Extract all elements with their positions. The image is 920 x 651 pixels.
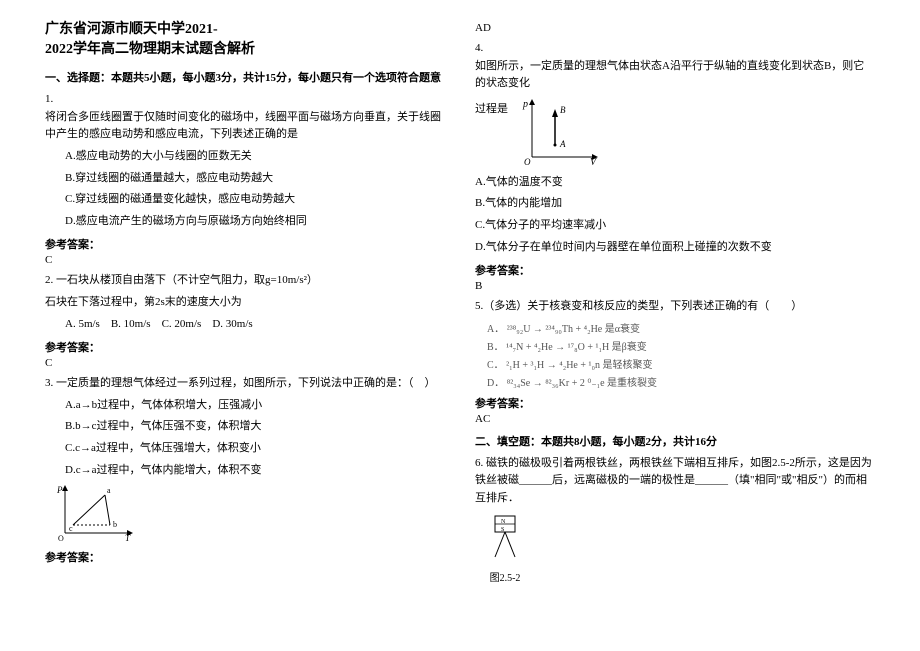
q3-chart-svg: P T a b c O (55, 483, 135, 543)
q5-optB-formula: ¹⁴₇N + ⁴₂He → ¹⁷₈O + ¹₁H 是β衰变 (506, 342, 647, 353)
q2-optA: A. 5m/s (65, 318, 100, 330)
q5-optB-lead: B． (487, 342, 504, 353)
q5-optD-lead: D． (487, 378, 504, 389)
q1-optA: A.感应电动势的大小与线圈的匝数无关 (65, 148, 445, 166)
q4-optB: B.气体的内能增加 (475, 195, 875, 213)
q2-optD: D. 30m/s (212, 318, 252, 330)
q1-optD: D.感应电流产生的磁场方向与原磁场方向始终相同 (65, 213, 445, 231)
section1-header: 一、选择题：本题共5小题，每小题3分，共计15分，每小题只有一个选项符合题意 (45, 69, 445, 85)
q4-ans: B (475, 280, 875, 292)
q5-optB: B． ¹⁴₇N + ⁴₂He → ¹⁷₈O + ¹₁H 是β衰变 (487, 338, 875, 353)
q1-ans-label: 参考答案： (45, 236, 445, 252)
q5-optA-lead: A． (487, 324, 504, 335)
svg-text:S: S (501, 527, 504, 533)
q3-ans: AD (475, 22, 875, 34)
q4-chart-svg: p V A B O (520, 97, 600, 167)
q4-optA: A.气体的温度不变 (475, 174, 875, 192)
q5-optC-formula: ²₁H + ³₁H → ⁴₂He + ¹₀n 是轻核聚变 (506, 360, 652, 371)
q5-optD: D． ⁸²₃₄Se → ⁸²₃₆Kr + 2 ⁰₋₁e 是重核裂变 (487, 374, 875, 389)
right-column: AD 4. 如图所示，一定质量的理想气体由状态A沿平行于纵轴的直线变化到状态B，… (460, 20, 890, 631)
q2-ans-label: 参考答案： (45, 339, 445, 355)
svg-text:A: A (559, 139, 566, 149)
q1: 1. 将闭合多匝线圈置于仅随时间变化的磁场中，线圈平面与磁场方向垂直，关于线圈中… (45, 91, 445, 144)
q4-text: 如图所示，一定质量的理想气体由状态A沿平行于纵轴的直线变化到状态B，则它的状态变… (475, 60, 864, 90)
q3-ans-label: 参考答案： (45, 549, 445, 565)
q4-num: 4. (475, 42, 483, 54)
q5-optA: A． ²³⁸₉₂U → ²³⁴₉₀Th + ⁴₂He 是α衰变 (487, 320, 875, 335)
q4-fig-row: 过程是 p V A B O (475, 97, 875, 170)
left-column: 广东省河源市顺天中学2021- 2022学年高二物理期末试题含解析 一、选择题：… (30, 20, 460, 631)
q5-optD-formula: ⁸²₃₄Se → ⁸²₃₆Kr + 2 ⁰₋₁e 是重核裂变 (507, 378, 657, 389)
q3-optD: D.c→a过程中，气体内能增大，体积不变 (65, 462, 445, 480)
q6-text: 6. 磁铁的磁极吸引着两根铁丝，两根铁丝下端相互排斥，如图2.5-2所示，这是因… (475, 455, 875, 508)
svg-text:b: b (113, 520, 117, 529)
q6-svg: N S (485, 512, 525, 567)
q2-optC: C. 20m/s (162, 318, 202, 330)
q1-text: 将闭合多匝线圈置于仅随时间变化的磁场中，线圈平面与磁场方向垂直，关于线圈中产生的… (45, 111, 441, 141)
q1-optB: B.穿过线圈的磁通量越大，感应电动势越大 (65, 170, 445, 188)
q2-text: 2. 一石块从楼顶自由落下（不计空气阻力，取g=10m/s²） (45, 272, 445, 290)
q6-fig-label: 图2.5-2 (485, 569, 525, 584)
q5-ans: AC (475, 413, 875, 425)
q5-optA-formula: ²³⁸₉₂U → ²³⁴₉₀Th + ⁴₂He 是α衰变 (507, 324, 640, 335)
doc-title: 广东省河源市顺天中学2021- 2022学年高二物理期末试题含解析 (45, 20, 445, 59)
q4-optC: C.气体分子的平均速率减小 (475, 217, 875, 235)
svg-text:p: p (522, 99, 528, 110)
q3-optA: A.a→b过程中，气体体积增大，压强减小 (65, 397, 445, 415)
q6-diagram: N S 图2.5-2 (485, 512, 875, 584)
section2-header: 二、填空题：本题共8小题，每小题2分，共计16分 (475, 433, 875, 449)
q4-diagram: p V A B O (520, 97, 600, 170)
svg-text:O: O (58, 534, 64, 543)
q4-optD: D.气体分子在单位时间内与器壁在单位面积上碰撞的次数不变 (475, 239, 875, 257)
q3-diagram: P T a b c O (55, 483, 445, 543)
q5-ans-label: 参考答案： (475, 395, 875, 411)
q5-optC-lead: C． (487, 360, 504, 371)
svg-text:N: N (501, 519, 506, 525)
q5-text: 5.（多选）关于核衰变和核反应的类型，下列表述正确的有（ ） (475, 298, 875, 316)
svg-text:c: c (69, 524, 73, 533)
svg-text:T: T (125, 533, 131, 543)
q1-num: 1. (45, 93, 53, 105)
q2-options: A. 5m/s B. 10m/s C. 20m/s D. 30m/s (65, 316, 445, 334)
page: 广东省河源市顺天中学2021- 2022学年高二物理期末试题含解析 一、选择题：… (0, 0, 920, 651)
q2-sub: 石块在下落过程中，第2s末的速度大小为 (45, 294, 445, 312)
svg-text:V: V (590, 157, 598, 167)
q4-proc: 过程是 (475, 101, 508, 119)
svg-text:P: P (56, 485, 63, 495)
q5-optC: C． ²₁H + ³₁H → ⁴₂He + ¹₀n 是轻核聚变 (487, 356, 875, 371)
q1-optC: C.穿过线圈的磁通量变化越快，感应电动势越大 (65, 191, 445, 209)
svg-text:a: a (107, 486, 111, 495)
title-line1: 广东省河源市顺天中学2021- (45, 22, 218, 37)
q1-ans: C (45, 254, 445, 266)
q4-ans-label: 参考答案： (475, 262, 875, 278)
q3-text: 3. 一定质量的理想气体经过一系列过程，如图所示，下列说法中正确的是：（ ） (45, 375, 445, 393)
title-line2: 2022学年高二物理期末试题含解析 (45, 42, 255, 57)
q4: 4. 如图所示，一定质量的理想气体由状态A沿平行于纵轴的直线变化到状态B，则它的… (475, 40, 875, 93)
q2-optB: B. 10m/s (111, 318, 151, 330)
q2-ans: C (45, 357, 445, 369)
svg-text:B: B (560, 105, 566, 115)
svg-text:O: O (524, 157, 531, 167)
q3-optB: B.b→c过程中，气体压强不变，体积增大 (65, 418, 445, 436)
q3-optC: C.c→a过程中，气体压强增大，体积变小 (65, 440, 445, 458)
